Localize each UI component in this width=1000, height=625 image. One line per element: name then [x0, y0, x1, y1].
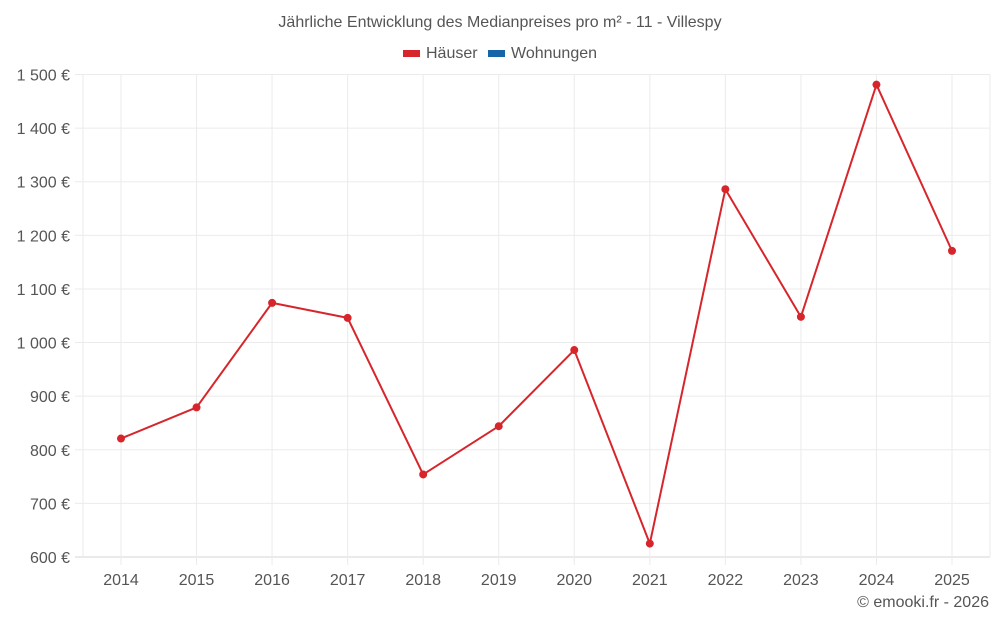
x-tick-label: 2016: [254, 572, 290, 589]
y-tick-label: 900 €: [30, 389, 70, 406]
legend-label: Häuser: [425, 44, 478, 62]
x-tick-label: 2022: [708, 572, 744, 589]
legend-item-wohnungen[interactable]: Wohnungen: [488, 45, 597, 63]
legend: Häuser Wohnungen: [0, 44, 1000, 63]
data-point-marker[interactable]: [343, 313, 352, 322]
chart-title: Jährliche Entwicklung des Medianpreises …: [278, 14, 722, 31]
y-tick-label: 1 000 €: [17, 336, 70, 353]
x-tick-label: 2014: [103, 572, 139, 589]
series-line: [120, 83, 953, 545]
y-tick-label: 600 €: [30, 550, 70, 567]
x-tick-label: 2015: [179, 572, 215, 589]
y-tick-label: 700 €: [30, 496, 70, 513]
x-tick-label: 2021: [632, 572, 668, 589]
y-tick-label: 1 300 €: [17, 175, 70, 192]
x-axis: 2014 2015 2016 2017 2018 2019 2020 2021 2022 2023…: [103, 572, 970, 589]
data-point-marker[interactable]: [192, 403, 201, 412]
x-tick-label: 2020: [556, 572, 592, 589]
legend-swatch-icon: [402, 50, 420, 57]
data-point-marker[interactable]: [419, 470, 428, 479]
legend-label: Wohnungen: [511, 44, 598, 62]
gridlines: [75, 74, 991, 565]
x-tick-label: 2017: [330, 572, 366, 589]
data-point-marker[interactable]: [645, 539, 654, 548]
data-point-marker[interactable]: [494, 422, 503, 431]
y-tick-label: 1 200 €: [17, 228, 70, 245]
y-tick-label: 800 €: [30, 443, 70, 460]
y-tick-label: 1 500 €: [17, 68, 70, 85]
data-point-marker[interactable]: [268, 298, 277, 307]
x-tick-label: 2023: [783, 572, 819, 589]
x-tick-label: 2024: [859, 572, 895, 589]
series-haeuser: [117, 80, 956, 548]
x-tick-label: 2019: [481, 572, 517, 589]
x-tick-label: 2018: [405, 572, 441, 589]
data-point-marker[interactable]: [570, 346, 579, 355]
data-point-marker[interactable]: [796, 312, 805, 321]
data-point-marker[interactable]: [117, 434, 125, 443]
y-tick-label: 1 400 €: [17, 121, 70, 138]
legend-swatch-icon: [488, 50, 506, 57]
legend-item-haeuser[interactable]: Häuser: [402, 44, 478, 63]
y-axis: 600 € 700 € 800 € 900 € 1 000 € 1 100 € 1 200 …: [17, 68, 70, 568]
data-point-marker[interactable]: [948, 246, 956, 255]
x-tick-label: 2025: [934, 572, 970, 589]
y-tick-label: 1 100 €: [17, 282, 70, 299]
data-point-marker[interactable]: [721, 185, 730, 194]
data-point-marker[interactable]: [872, 80, 881, 89]
copyright-credit: © emooki.fr - 2026: [857, 594, 989, 611]
